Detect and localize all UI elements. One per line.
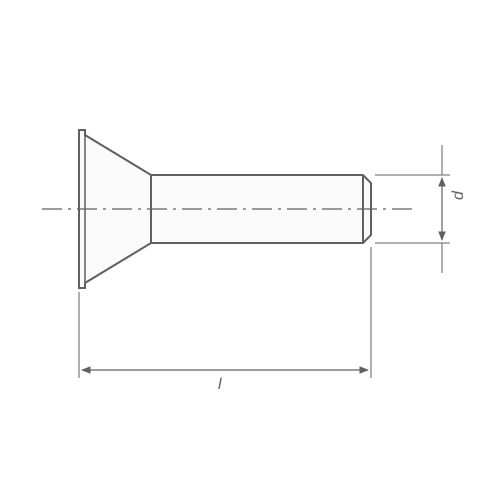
technical-drawing xyxy=(0,0,500,500)
length-label: l xyxy=(218,376,222,394)
diameter-label: d xyxy=(450,191,468,200)
dimension-length xyxy=(79,247,371,378)
dimension-diameter xyxy=(375,145,450,273)
